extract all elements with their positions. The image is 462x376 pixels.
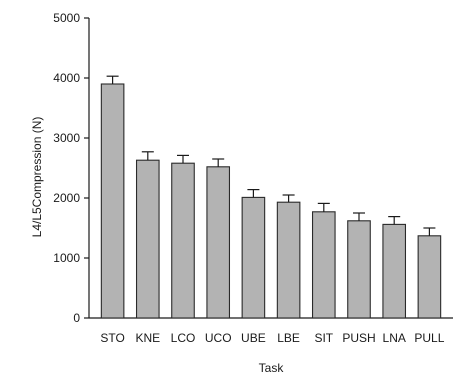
x-tick-label: UCO (205, 331, 232, 345)
bar-sit (311, 211, 336, 319)
y-tick-label: 2000 (53, 191, 80, 205)
y-tick-label: 0 (73, 311, 80, 325)
x-tick-label: SIT (314, 331, 333, 345)
y-tick-label: 3000 (53, 131, 80, 145)
y-tick-label: 5000 (53, 11, 80, 25)
x-tick-label: LNA (383, 331, 406, 345)
bar-ube (241, 196, 266, 319)
y-tick-label: 1000 (53, 251, 80, 265)
x-tick-label: STO (100, 331, 124, 345)
bar-kne (135, 159, 160, 319)
bar-push (347, 220, 371, 319)
bars (100, 83, 442, 319)
y-axis-title: L4/L5Compression (N) (30, 117, 44, 238)
bar-lbe (276, 201, 301, 319)
x-axis-title: Task (259, 361, 285, 375)
bar-sto (100, 83, 125, 319)
bar-lco (171, 162, 195, 319)
bar-lna (382, 223, 407, 319)
bar-pull (417, 235, 442, 319)
x-tick-label: KNE (135, 331, 160, 345)
y-axis: 0 1000 2000 3000 4000 5000 (53, 11, 90, 325)
x-tick-label: LCO (171, 331, 196, 345)
x-tick-label: LBE (277, 331, 300, 345)
bar-uco (206, 166, 231, 319)
error-bars (106, 75, 436, 236)
x-tick-labels: STO KNE LCO UCO UBE LBE SIT PUSH LNA PULL (100, 331, 444, 345)
x-tick-label: PUSH (342, 331, 375, 345)
x-tick-label: UBE (241, 331, 266, 345)
y-tick-label: 4000 (53, 71, 80, 85)
x-tick-label: PULL (414, 331, 444, 345)
